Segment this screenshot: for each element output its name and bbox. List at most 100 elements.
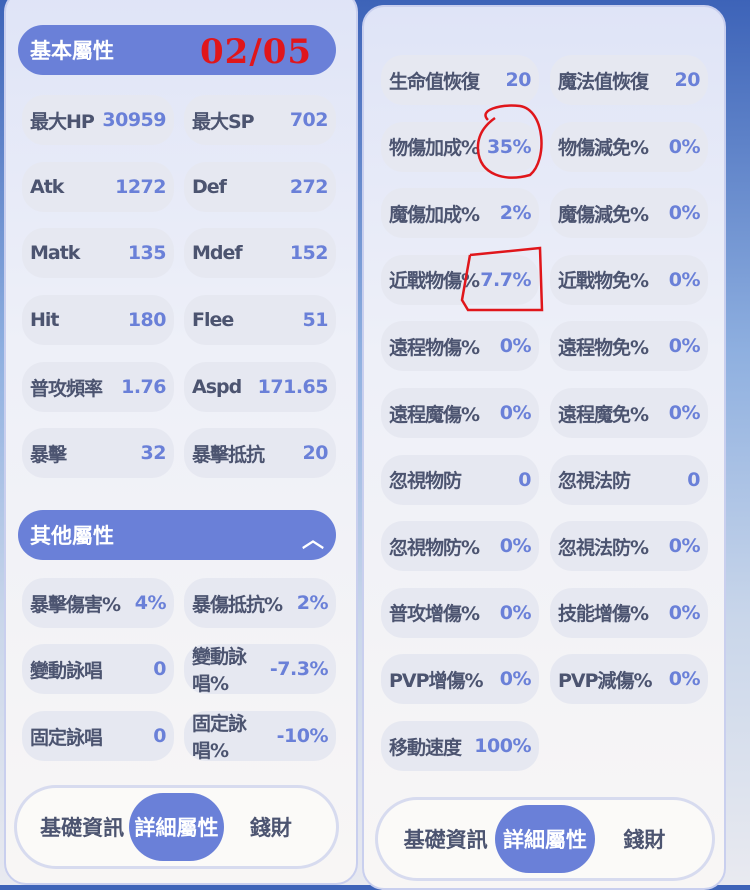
stat-cell: PVP增傷% 0% [381, 654, 539, 705]
stat-value: -7.3% [269, 658, 329, 680]
stat-label: 忽視法防% [558, 536, 649, 559]
stat-label: Atk [30, 176, 64, 198]
left-tab-bar: 基礎資訊 詳細屬性 錢財 [14, 785, 339, 869]
stat-cell: 技能增傷% 0% [550, 587, 708, 638]
stat-value: 35% [487, 135, 531, 158]
stat-cell: 遠程魔傷% 0% [381, 388, 539, 438]
stat-value: 2% [499, 202, 532, 225]
stat-label: 變動詠唱% [192, 646, 247, 695]
stat-value: 0% [499, 402, 532, 424]
tab-basic-info[interactable]: 基礎資訊 [403, 828, 488, 852]
stat-label: 最大HP [30, 110, 95, 133]
stat-cell: 魔傷減免% 0% [550, 188, 708, 239]
tab-detailed-attributes[interactable]: 詳細屬性 [495, 805, 595, 873]
stat-label: 移動速度 [389, 736, 462, 759]
stat-label: 固定詠唱 [30, 726, 103, 749]
stat-cell: 普攻增傷% 0% [381, 587, 539, 638]
stat-cell: 固定詠唱% -10% [184, 711, 336, 762]
stat-label: 魔傷減免% [558, 203, 649, 226]
stat-value: 51 [302, 309, 329, 331]
stat-value: 0% [499, 668, 532, 691]
stat-cell: 忽視物防 0 [381, 454, 539, 505]
stat-cell: 變動詠唱 0 [22, 644, 174, 694]
stat-label: Matk [30, 242, 80, 264]
stat-cell: 魔法值恢復 20 [550, 55, 708, 105]
stat-value: 0 [153, 658, 166, 680]
stat-label: 物傷減免% [558, 137, 649, 160]
stat-value: 135 [127, 242, 167, 264]
stat-cell: 物傷加成% 35% [381, 121, 539, 172]
stat-cell: 魔傷加成% 2% [381, 188, 539, 239]
stat-value: 4% [134, 592, 167, 614]
stat-value: 0% [668, 535, 701, 558]
stat-cell: 忽視法防% 0% [550, 521, 708, 572]
stat-value: 171.65 [257, 376, 329, 398]
stat-label: 暴擊抵抗 [192, 443, 265, 466]
stat-value: 0% [499, 601, 532, 624]
stat-cell: 暴擊 32 [22, 428, 174, 478]
stat-cell: 生命值恢復 20 [381, 55, 539, 105]
chevron-up-icon[interactable]: ︿ [301, 528, 324, 553]
stat-cell: 暴擊抵抗 20 [184, 428, 336, 478]
stat-label: 生命值恢復 [389, 70, 480, 93]
stat-cell: Aspd 171.65 [184, 362, 336, 412]
stat-value: 0% [668, 202, 701, 225]
tab-money[interactable]: 錢財 [249, 816, 292, 840]
stat-value: 0% [668, 402, 701, 424]
stat-label: 物傷加成% [389, 137, 480, 160]
stat-cell: 忽視法防 0 [550, 454, 708, 505]
stat-label: PVP減傷% [558, 669, 653, 692]
stat-value: 272 [289, 176, 329, 198]
stat-label: Aspd [192, 376, 242, 398]
stat-label: 忽視物防% [389, 536, 480, 559]
stat-value: 1.76 [121, 376, 166, 398]
stat-label: 近戰物免% [558, 270, 649, 293]
stat-label: 技能增傷% [558, 603, 649, 626]
tab-detailed-attributes[interactable]: 詳細屬性 [129, 793, 224, 861]
stat-cell: 忽視物防% 0% [381, 521, 539, 572]
stat-label: Hit [30, 309, 59, 331]
stat-cell: 移動速度 100% [381, 721, 539, 771]
stat-cell: 最大SP 702 [184, 95, 336, 145]
stat-cell: 物傷減免% 0% [550, 121, 708, 172]
stat-cell: 固定詠唱 0 [22, 711, 174, 761]
stat-value: 0% [668, 668, 701, 691]
stat-value: 7.7% [480, 268, 531, 291]
stat-value: 0% [499, 535, 532, 558]
stat-cell: 近戰物免% 0% [550, 254, 708, 305]
stat-value: 2% [296, 592, 329, 614]
stat-value: 0 [687, 468, 700, 491]
stat-label: Mdef [192, 242, 243, 264]
stat-cell: 普攻頻率 1.76 [22, 362, 174, 412]
stat-cell: 近戰物傷% 7.7% [381, 254, 539, 305]
stat-label: Flee [192, 309, 234, 331]
stat-value: -10% [276, 725, 329, 747]
stat-label: PVP增傷% [389, 669, 484, 692]
stat-value: 0% [668, 135, 701, 158]
stat-label: 暴傷抵抗% [192, 593, 283, 616]
stat-label: 忽視物防 [389, 470, 462, 493]
stat-value: 0 [518, 468, 531, 491]
stat-cell: Mdef 152 [184, 228, 336, 278]
stat-cell: Atk 1272 [22, 162, 174, 212]
other-attributes-header[interactable]: 其他屬性 ︿ [18, 510, 336, 560]
stat-cell: 最大HP 30959 [22, 95, 174, 145]
stat-cell: 暴擊傷害% 4% [22, 578, 174, 628]
tab-basic-info[interactable]: 基礎資訊 [40, 816, 125, 840]
stat-cell: Hit 180 [22, 295, 174, 345]
stat-value: 0 [153, 725, 166, 747]
stat-cell: 遠程物免% 0% [550, 321, 708, 372]
stat-value: 20 [505, 69, 532, 91]
tab-money[interactable]: 錢財 [623, 828, 666, 852]
stat-label: 固定詠唱% [192, 713, 247, 762]
stat-cell: Matk 135 [22, 228, 174, 278]
stat-cell: PVP減傷% 0% [550, 654, 708, 705]
section-title: 基本屬性 [30, 39, 114, 63]
stat-label: 魔法值恢復 [558, 70, 649, 93]
stat-cell: 變動詠唱% -7.3% [184, 644, 336, 695]
stat-label: 變動詠唱 [30, 659, 103, 682]
section-title: 其他屬性 [30, 524, 114, 548]
stat-label: 普攻頻率 [30, 377, 103, 400]
stat-cell: 暴傷抵抗% 2% [184, 578, 336, 628]
basic-attributes-header: 基本屬性 [18, 25, 336, 75]
